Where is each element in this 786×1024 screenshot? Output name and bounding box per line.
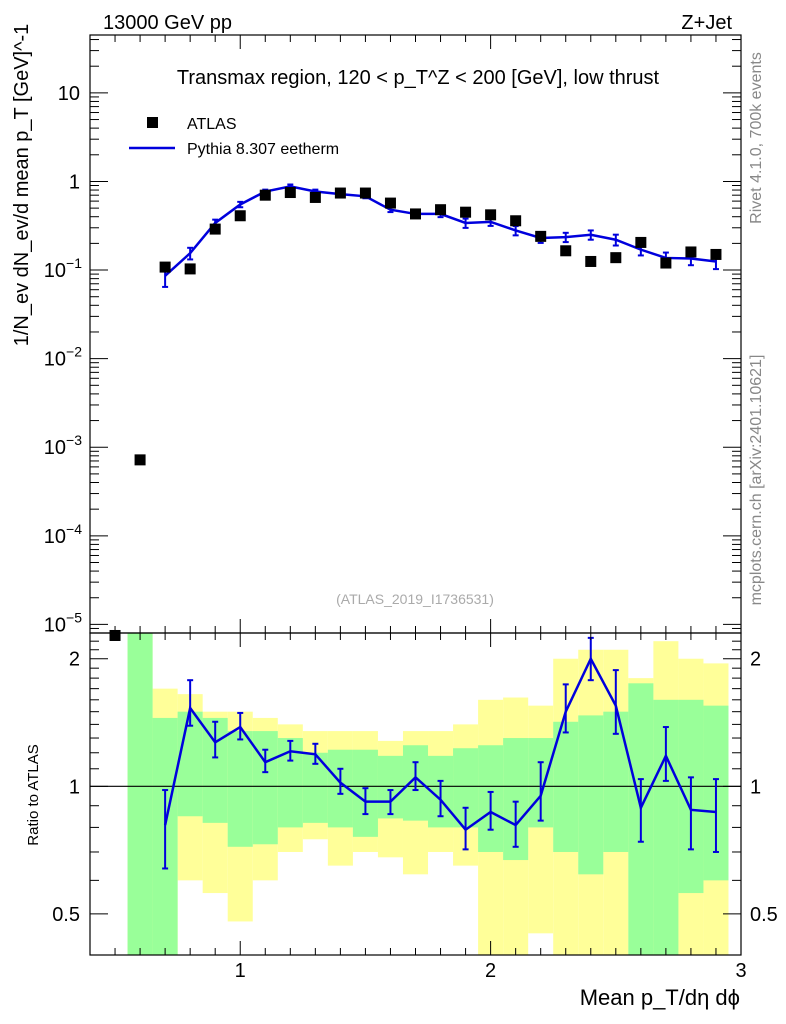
data-point-marker [134,454,146,466]
y-tick-label: 10−5 [44,609,82,636]
data-point-marker [284,187,296,199]
ratio-tick-label-left: 1 [69,776,80,798]
legend-label-atlas: ATLAS [187,116,237,133]
x-tick-label: 3 [735,960,746,982]
analysis-watermark: (ATLAS_2019_I1736531) [336,591,494,607]
header-right-title: Z+Jet [681,12,732,34]
legend-marker-atlas [147,117,158,128]
data-point-marker [485,209,497,221]
y-tick-label: 10−1 [44,255,82,282]
data-point-marker [660,257,672,269]
ratio-tick-label-right: 2 [750,649,761,671]
data-point-marker [510,215,522,227]
x-tick-label: 2 [485,960,496,982]
data-point-marker [710,248,722,260]
ratio-data-layer [162,636,719,870]
data-point-marker [610,252,622,264]
data-point-marker [585,255,597,267]
rivet-version-label: Rivet 4.1.0, 700k events [748,52,765,224]
y-axis-label: 1/N_ev dN_ev/d mean p_T [GeV]^-1 [11,24,33,347]
band-inner-segment [177,711,203,817]
axes-layer: 1 2 3 10−5 10−4 10−3 10−2 10−1 1 10 0.5 0.5 1 1 2 2 [44,34,778,982]
data-point-marker [184,263,196,275]
data-point-marker [435,204,447,216]
main-data-layer [109,183,722,641]
chart-title: Transmax region, 120 < p_T^Z < 200 [GeV]… [177,67,660,89]
data-point-marker [635,236,647,248]
data-point-marker [259,189,271,201]
data-point-marker [460,206,472,218]
y-tick-label: 10−4 [44,521,82,548]
y-tick-label: 1 [69,171,80,193]
x-tick-label: 1 [235,960,246,982]
header-left-title: 13000 GeV pp [103,12,232,34]
data-point-marker [234,210,246,222]
ratio-bands-layer [90,633,741,955]
data-point-marker [334,187,346,199]
ratio-tick-label-right: 0.5 [750,904,778,926]
band-inner-segment [227,731,253,847]
ratio-tick-label-right: 1 [750,776,761,798]
ratio-y-axis-label: Ratio to ATLAS [25,744,42,845]
band-inner-segment [578,715,604,875]
data-point-marker [159,261,171,273]
ratio-tick-label-left: 0.5 [52,904,80,926]
y-tick-label: 10 [58,83,80,105]
y-tick-label: 10−2 [44,344,82,371]
data-point-marker [685,246,697,258]
data-point-marker [384,197,396,209]
data-point-marker [359,187,371,199]
data-point-marker [535,230,547,242]
legend-label-mc: Pythia 8.307 eetherm [187,141,339,158]
data-point-marker [560,245,572,257]
y-tick-label: 10−3 [44,432,82,459]
data-point-marker [209,223,221,235]
mcplots-site-label: mcplots.cern.ch [arXiv:2401.10621] [748,355,765,606]
ratio-tick-label-left: 2 [69,649,80,671]
legend: ATLAS Pythia 8.307 eetherm [129,116,339,158]
data-point-marker [410,208,421,220]
x-axis-label: Mean p_T/dη dϕ [580,985,740,1010]
data-point-marker [309,191,321,203]
band-inner-segment [127,633,153,955]
